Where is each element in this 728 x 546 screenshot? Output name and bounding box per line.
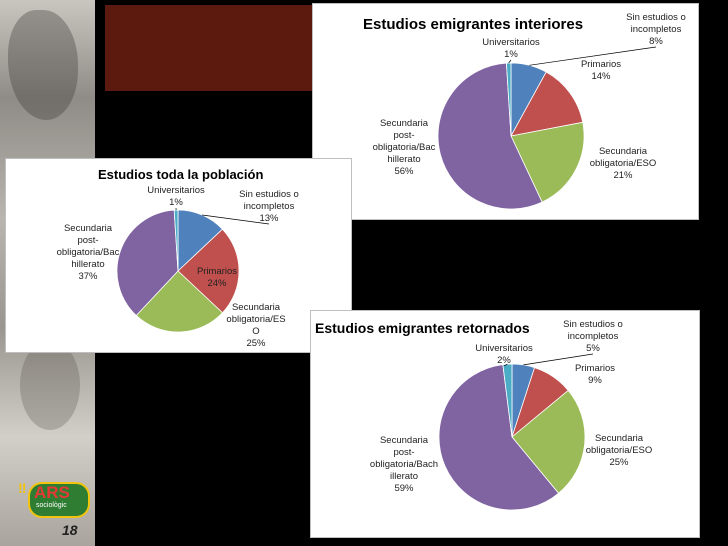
- data-label-universitarios: Universitarios 1%: [482, 37, 540, 60]
- leader-line-universitarios: [508, 59, 512, 64]
- pie-slice-secundaria-eso: [511, 389, 586, 494]
- data-label-universitarios: Universitarios 2%: [475, 343, 533, 366]
- chart-panel-interiores: Estudios emigrantes interiores Sin estudi…: [312, 3, 699, 220]
- data-label-sin-estudios: Sin estudios o incompletos 8%: [626, 12, 686, 47]
- pie-chart-poblacion: Estudios toda la población Sin estudios o…: [57, 167, 299, 349]
- chart-title: Estudios emigrantes retornados: [315, 320, 530, 336]
- pie-slice-primarios: [177, 228, 240, 314]
- photo-shadow: [20, 340, 80, 430]
- data-label-primarios: Primarios 24%: [197, 266, 237, 289]
- pie-slice-secundaria-eso: [510, 121, 585, 203]
- logo-subtext: sociològic: [36, 502, 67, 509]
- leader-line-sin-estudios: [529, 46, 657, 66]
- logo-mark-icon: ‼: [18, 480, 27, 496]
- data-label-primarios: Primarios 14%: [581, 59, 621, 82]
- leader-line-universitarios: [503, 363, 508, 367]
- pie-slice-universitarios: [173, 209, 179, 272]
- data-label-secundaria-eso: Secundaria obligatoria/ESO 21%: [590, 146, 657, 181]
- chart-title: Estudios emigrantes interiores: [363, 16, 583, 33]
- data-label-sin-estudios: Sin estudios o incompletos 5%: [563, 319, 623, 354]
- pie-slice-universitarios: [505, 62, 512, 137]
- chart-title: Estudios toda la población: [98, 167, 263, 182]
- data-label-primarios: Primarios 9%: [575, 363, 615, 386]
- logo-text: ARS: [34, 483, 70, 502]
- pie-chart-retornados: Estudios emigrantes retornados Sin estudi…: [315, 319, 653, 511]
- chart-panel-retornados: Estudios emigrantes retornados Sin estudi…: [310, 310, 700, 538]
- leader-line-sin-estudios: [523, 353, 594, 366]
- data-label-secundaria-post: Secundaria post-obligatoria/Bac hillerato 3…: [57, 223, 120, 282]
- data-label-universitarios: Universitarios 1%: [147, 185, 205, 208]
- pie-slice-primarios: [510, 71, 584, 137]
- data-label-sin-estudios: Sin estudios o incompletos 13%: [239, 189, 299, 224]
- pie-slice-secundaria-post: [437, 62, 543, 210]
- pie-slice-secundaria-post: [438, 364, 560, 511]
- pie-chart-interiores: Estudios emigrantes interiores Sin estudi…: [363, 12, 686, 210]
- ars-logo: ‼ ARS sociològic: [18, 478, 90, 518]
- chart-panel-poblacion: Estudios toda la población Sin estudios o…: [5, 158, 352, 353]
- photo-shadow: [8, 10, 78, 120]
- page-number: 18: [62, 522, 78, 538]
- leader-line-sin-estudios: [202, 214, 270, 225]
- pie-slice-secundaria-post: [116, 209, 179, 317]
- pie-slice-secundaria-eso: [135, 270, 224, 333]
- logo-badge: [28, 482, 90, 518]
